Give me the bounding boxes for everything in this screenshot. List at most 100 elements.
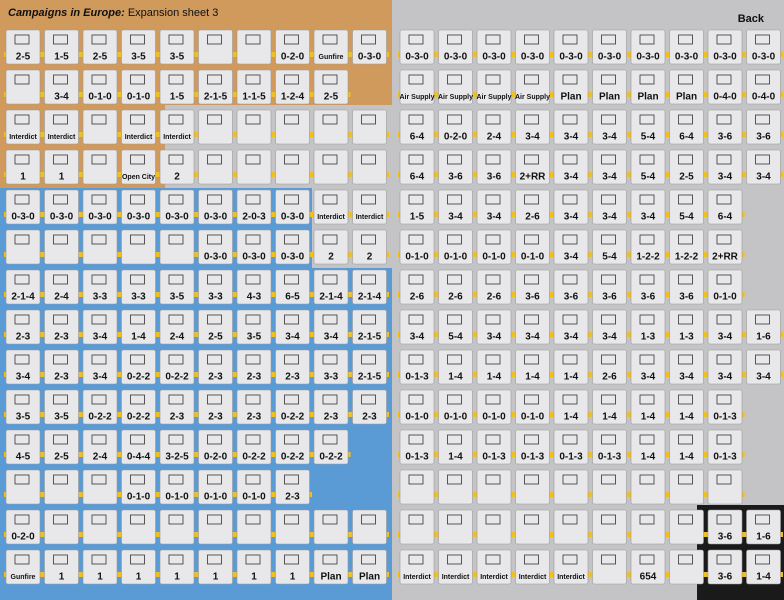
counter-label: 0-3-0 (482, 52, 506, 63)
counter-label: 3-4 (718, 332, 733, 343)
counter-label: 2-6 (487, 292, 502, 303)
stripe (398, 332, 783, 337)
counter (438, 429, 473, 465)
counter-label: 3-4 (54, 92, 69, 103)
unit-symbol (562, 194, 578, 205)
unit-symbol (408, 34, 424, 45)
unit-symbol (408, 114, 424, 125)
counter (669, 549, 704, 585)
counter-label: 4-5 (16, 452, 31, 463)
counter (313, 29, 349, 65)
unit-symbol (361, 514, 376, 525)
counter (121, 429, 156, 465)
counter (515, 189, 550, 225)
unit-symbol (53, 474, 68, 485)
counter (5, 29, 41, 65)
counter-label: Plan (599, 92, 620, 103)
counter-label: 3-5 (170, 292, 185, 303)
counter-label: 2 (367, 252, 373, 263)
counter (44, 29, 79, 65)
counter-label: 3-3 (131, 292, 146, 303)
counter (352, 189, 387, 225)
unit-symbol (91, 394, 107, 405)
counter-label: 2-0-3 (242, 212, 266, 223)
counter-label: Gunfire (11, 574, 36, 581)
counter (669, 69, 704, 105)
unit-symbol (485, 554, 501, 565)
counter-label: 0-2-2 (165, 372, 189, 383)
counter (198, 509, 233, 545)
unit-symbol (14, 474, 30, 485)
counter-label: 5-4 (641, 132, 656, 143)
unit-symbol (168, 314, 184, 325)
unit-symbol (207, 474, 222, 485)
counter-label: 3-4 (718, 372, 733, 383)
counter (399, 389, 435, 425)
stripe (4, 412, 389, 417)
unit-symbol (284, 394, 299, 405)
title-text: Expansion sheet 3 (128, 7, 219, 19)
unit-symbol (14, 114, 30, 125)
counter-label: Interdict (48, 134, 76, 141)
counter-label: 3-5 (16, 412, 31, 423)
unit-symbol (447, 554, 462, 565)
counter (313, 549, 349, 585)
counter-label: Gunfire (319, 54, 344, 61)
counter (159, 269, 195, 305)
unit-symbol (562, 434, 578, 445)
counter (82, 69, 118, 105)
unit-symbol (130, 274, 145, 285)
counter (746, 349, 781, 385)
counter-label: Interdict (317, 214, 345, 221)
unit-symbol (14, 154, 30, 165)
counter-label: 2-3 (362, 412, 377, 423)
unit-symbol (601, 114, 616, 125)
counter (515, 469, 550, 505)
counter (313, 189, 349, 225)
counter-label: 0-1-3 (598, 452, 622, 463)
counter (159, 469, 195, 505)
counter (476, 429, 512, 465)
counter (399, 349, 435, 385)
unit-symbol (678, 114, 693, 125)
unit-symbol (91, 354, 107, 365)
counter-label: 0-3-0 (281, 212, 305, 223)
counter-label: 0-3-0 (204, 252, 228, 263)
counter (669, 109, 704, 145)
unit-symbol (601, 234, 616, 245)
counter (159, 229, 195, 265)
counter (313, 229, 349, 265)
counter-label: 1-4 (641, 452, 656, 463)
unit-symbol (130, 434, 145, 445)
counter (669, 149, 704, 185)
unit-symbol (284, 114, 299, 125)
unit-symbol (91, 74, 107, 85)
unit-symbol (130, 394, 145, 405)
counter (275, 349, 310, 385)
counter-label: 3-4 (564, 212, 579, 223)
counter-label: 0-2-2 (88, 412, 112, 423)
unit-symbol (284, 154, 299, 165)
counter-label: Plan (560, 92, 581, 103)
unit-symbol (408, 154, 424, 165)
counter (275, 29, 310, 65)
counter-label: 3-3 (208, 292, 223, 303)
unit-symbol (91, 474, 107, 485)
counter-label: 2-5 (54, 452, 69, 463)
stripe (398, 172, 783, 177)
counter (630, 469, 666, 505)
counter-label: 0-3-0 (358, 52, 382, 63)
counter (592, 29, 627, 65)
counter-label: 2-1-5 (358, 372, 382, 383)
counter-label: 0-2-0 (204, 452, 228, 463)
stripe (4, 252, 389, 257)
unit-symbol (447, 154, 462, 165)
counter-label: Air Supply (438, 94, 473, 101)
unit-symbol (524, 194, 539, 205)
counter (236, 69, 272, 105)
counter (44, 309, 79, 345)
counter (44, 509, 79, 545)
counter (669, 509, 704, 545)
unit-symbol (53, 114, 68, 125)
unit-symbol (485, 274, 501, 285)
